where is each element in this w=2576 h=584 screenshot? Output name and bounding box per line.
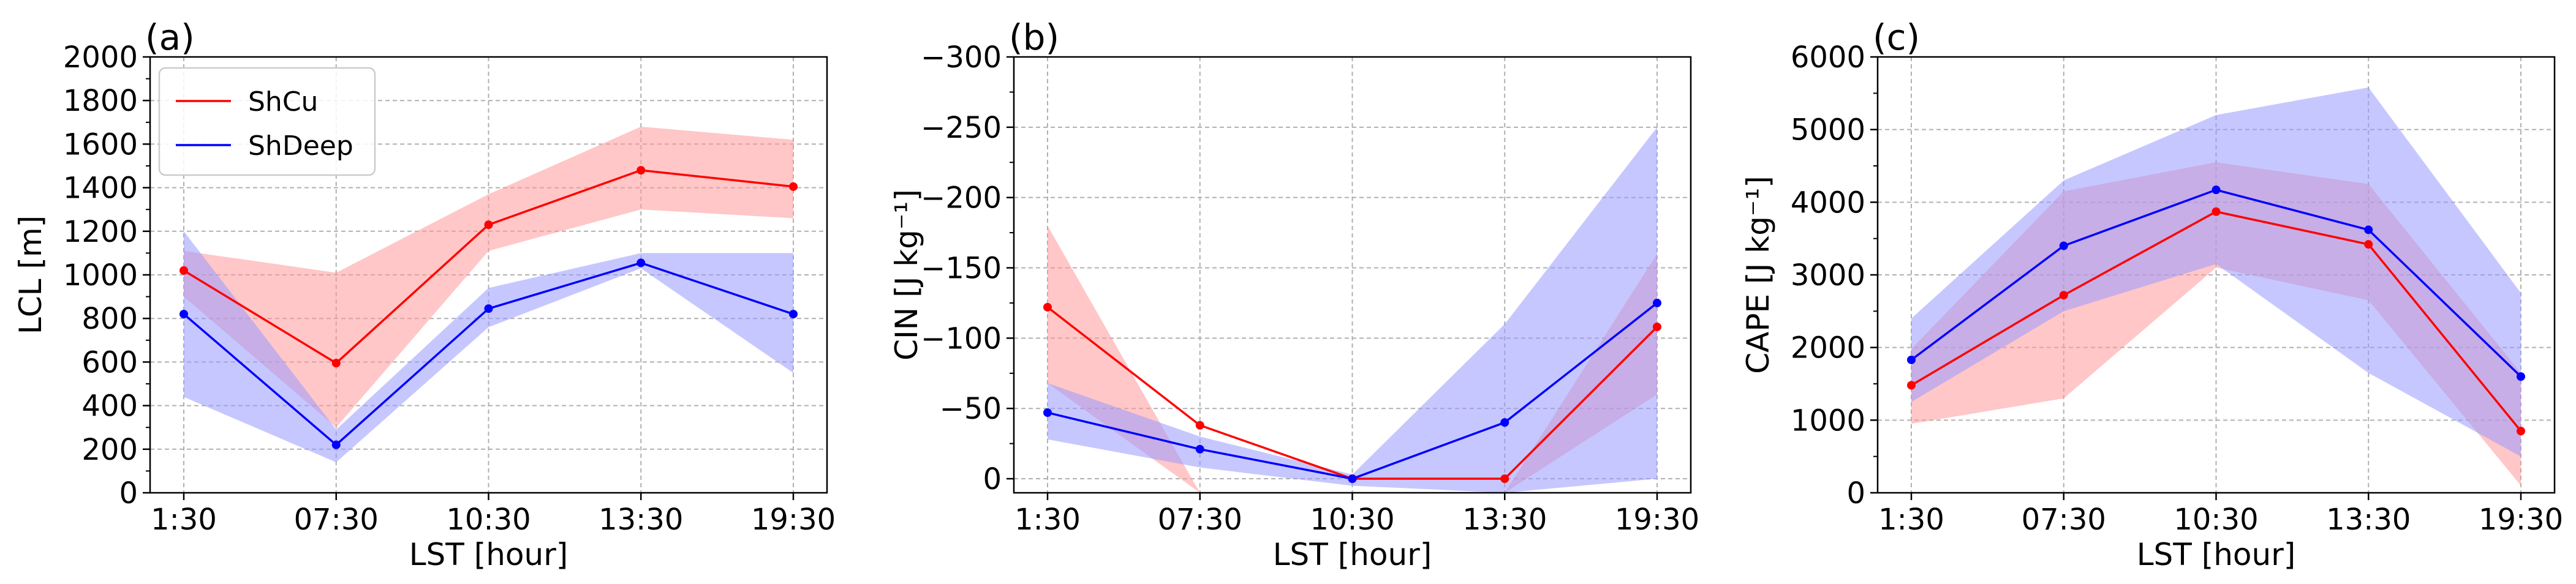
- y-tick-label: 2000: [63, 40, 138, 75]
- data-point-shcu: [789, 182, 798, 191]
- chart-panel-3: 0 1000 2000 3000 4000 5000 6000 1:30 07:30 10:30 1…: [1740, 17, 2563, 572]
- x-tick-label: 10:30: [446, 503, 531, 537]
- range-band-shcu: [184, 126, 793, 428]
- data-point-shdeep: [484, 304, 493, 313]
- data-point-shdeep: [1907, 355, 1916, 364]
- data-point-shdeep: [1043, 408, 1052, 417]
- x-tick-label: 07:30: [294, 503, 379, 537]
- data-point-shcu: [2364, 240, 2373, 249]
- y-tick-label: −150: [921, 252, 1002, 286]
- x-tick-label: 1:30: [1878, 503, 1944, 537]
- y-tick-label: 0: [1846, 476, 1865, 511]
- y-tick-label: 1800: [63, 84, 138, 118]
- y-tick-label: 0: [983, 462, 1002, 496]
- y-tick-label: −300: [921, 40, 1002, 75]
- y-tick-label: 1400: [63, 171, 138, 206]
- data-point-shdeep: [2212, 185, 2221, 195]
- data-point-shdeep: [1195, 444, 1204, 454]
- data-point-shcu: [2059, 291, 2068, 300]
- y-tick-label: −50: [940, 392, 1002, 426]
- y-tick-label: 1000: [63, 258, 138, 293]
- data-point-shdeep: [1500, 418, 1509, 427]
- y-tick-label: 1200: [63, 215, 138, 249]
- chart-panel-1: 0 200 400 600 800 1000 1200 1400 1600 1800 2000 1:3…: [13, 17, 836, 572]
- x-tick-label: 19:30: [2479, 503, 2563, 537]
- x-tick-label: 19:30: [1615, 503, 1699, 537]
- data-point-shcu: [1653, 322, 1661, 331]
- x-tick-label: 19:30: [751, 503, 836, 537]
- y-tick-label: −100: [921, 321, 1002, 356]
- legend-label-shcu: ShCu: [248, 86, 318, 118]
- panel-label: (c): [1873, 17, 1920, 58]
- data-point-shcu: [179, 266, 188, 275]
- y-tick-label: 800: [81, 302, 138, 336]
- data-point-shdeep: [789, 310, 798, 319]
- data-point-shdeep: [2517, 372, 2525, 381]
- x-tick-label: 10:30: [1310, 503, 1394, 537]
- data-point-shdeep: [636, 258, 646, 268]
- data-point-shcu: [484, 220, 493, 230]
- x-tick-label: 07:30: [1158, 503, 1242, 537]
- x-tick-label: 1:30: [151, 503, 217, 537]
- x-axis-label: LST [hour]: [409, 537, 568, 572]
- y-tick-label: 5000: [1791, 113, 1865, 148]
- legend: ShCu ShDeep: [158, 67, 376, 176]
- range-band-shdeep: [1048, 127, 1657, 493]
- y-tick-label: 600: [81, 345, 138, 380]
- data-point-shdeep: [331, 440, 341, 449]
- y-tick-label: 200: [81, 433, 138, 467]
- data-point-shcu: [1195, 421, 1204, 430]
- data-point-shdeep: [2364, 225, 2373, 234]
- x-tick-label: 13:30: [2326, 503, 2411, 537]
- legend-box: [158, 67, 376, 176]
- x-tick-label: 13:30: [1462, 503, 1547, 537]
- y-tick-label: 1000: [1791, 403, 1865, 438]
- data-point-shdeep: [2059, 241, 2068, 250]
- panel-label: (a): [145, 17, 195, 58]
- data-point-shcu: [1500, 474, 1509, 484]
- data-point-shdeep: [179, 310, 188, 319]
- x-axis-label: LST [hour]: [2137, 537, 2296, 572]
- data-point-shcu: [636, 166, 646, 175]
- chart-panel-2: 0 −50 −100 −150 −200 −250 −300 1:30 07:30 10:30 13…: [889, 17, 1699, 572]
- y-tick-label: −250: [921, 111, 1002, 145]
- y-axis-label: CAPE [J kg⁻¹]: [1740, 176, 1776, 374]
- y-tick-label: −200: [921, 181, 1002, 215]
- y-tick-label: 2000: [1791, 331, 1865, 365]
- range-band-shdeep: [184, 231, 793, 463]
- y-tick-label: 400: [81, 389, 138, 424]
- x-tick-label: 1:30: [1014, 503, 1081, 537]
- x-tick-label: 10:30: [2174, 503, 2258, 537]
- data-point-shcu: [1043, 302, 1052, 312]
- y-axis-label: CIN [J kg⁻¹]: [889, 189, 924, 361]
- x-tick-label: 13:30: [599, 503, 683, 537]
- data-point-shcu: [2212, 207, 2221, 216]
- x-tick-label: 07:30: [2022, 503, 2106, 537]
- data-point-shcu: [2517, 427, 2525, 436]
- x-axis-label: LST [hour]: [1273, 537, 1432, 572]
- y-tick-label: 3000: [1791, 258, 1865, 293]
- data-point-shdeep: [1348, 474, 1357, 484]
- y-axis-label: LCL [m]: [13, 215, 48, 334]
- legend-label-shdeep: ShDeep: [248, 130, 353, 162]
- y-tick-label: 1600: [63, 127, 138, 162]
- range-band-shdeep: [1911, 87, 2521, 457]
- panel-label: (b): [1009, 17, 1059, 58]
- y-tick-label: 6000: [1791, 40, 1865, 75]
- y-tick-label: 0: [119, 476, 138, 511]
- data-point-shcu: [331, 359, 341, 368]
- data-point-shdeep: [1653, 298, 1661, 307]
- y-tick-label: 4000: [1791, 185, 1865, 220]
- data-point-shcu: [1907, 381, 1916, 390]
